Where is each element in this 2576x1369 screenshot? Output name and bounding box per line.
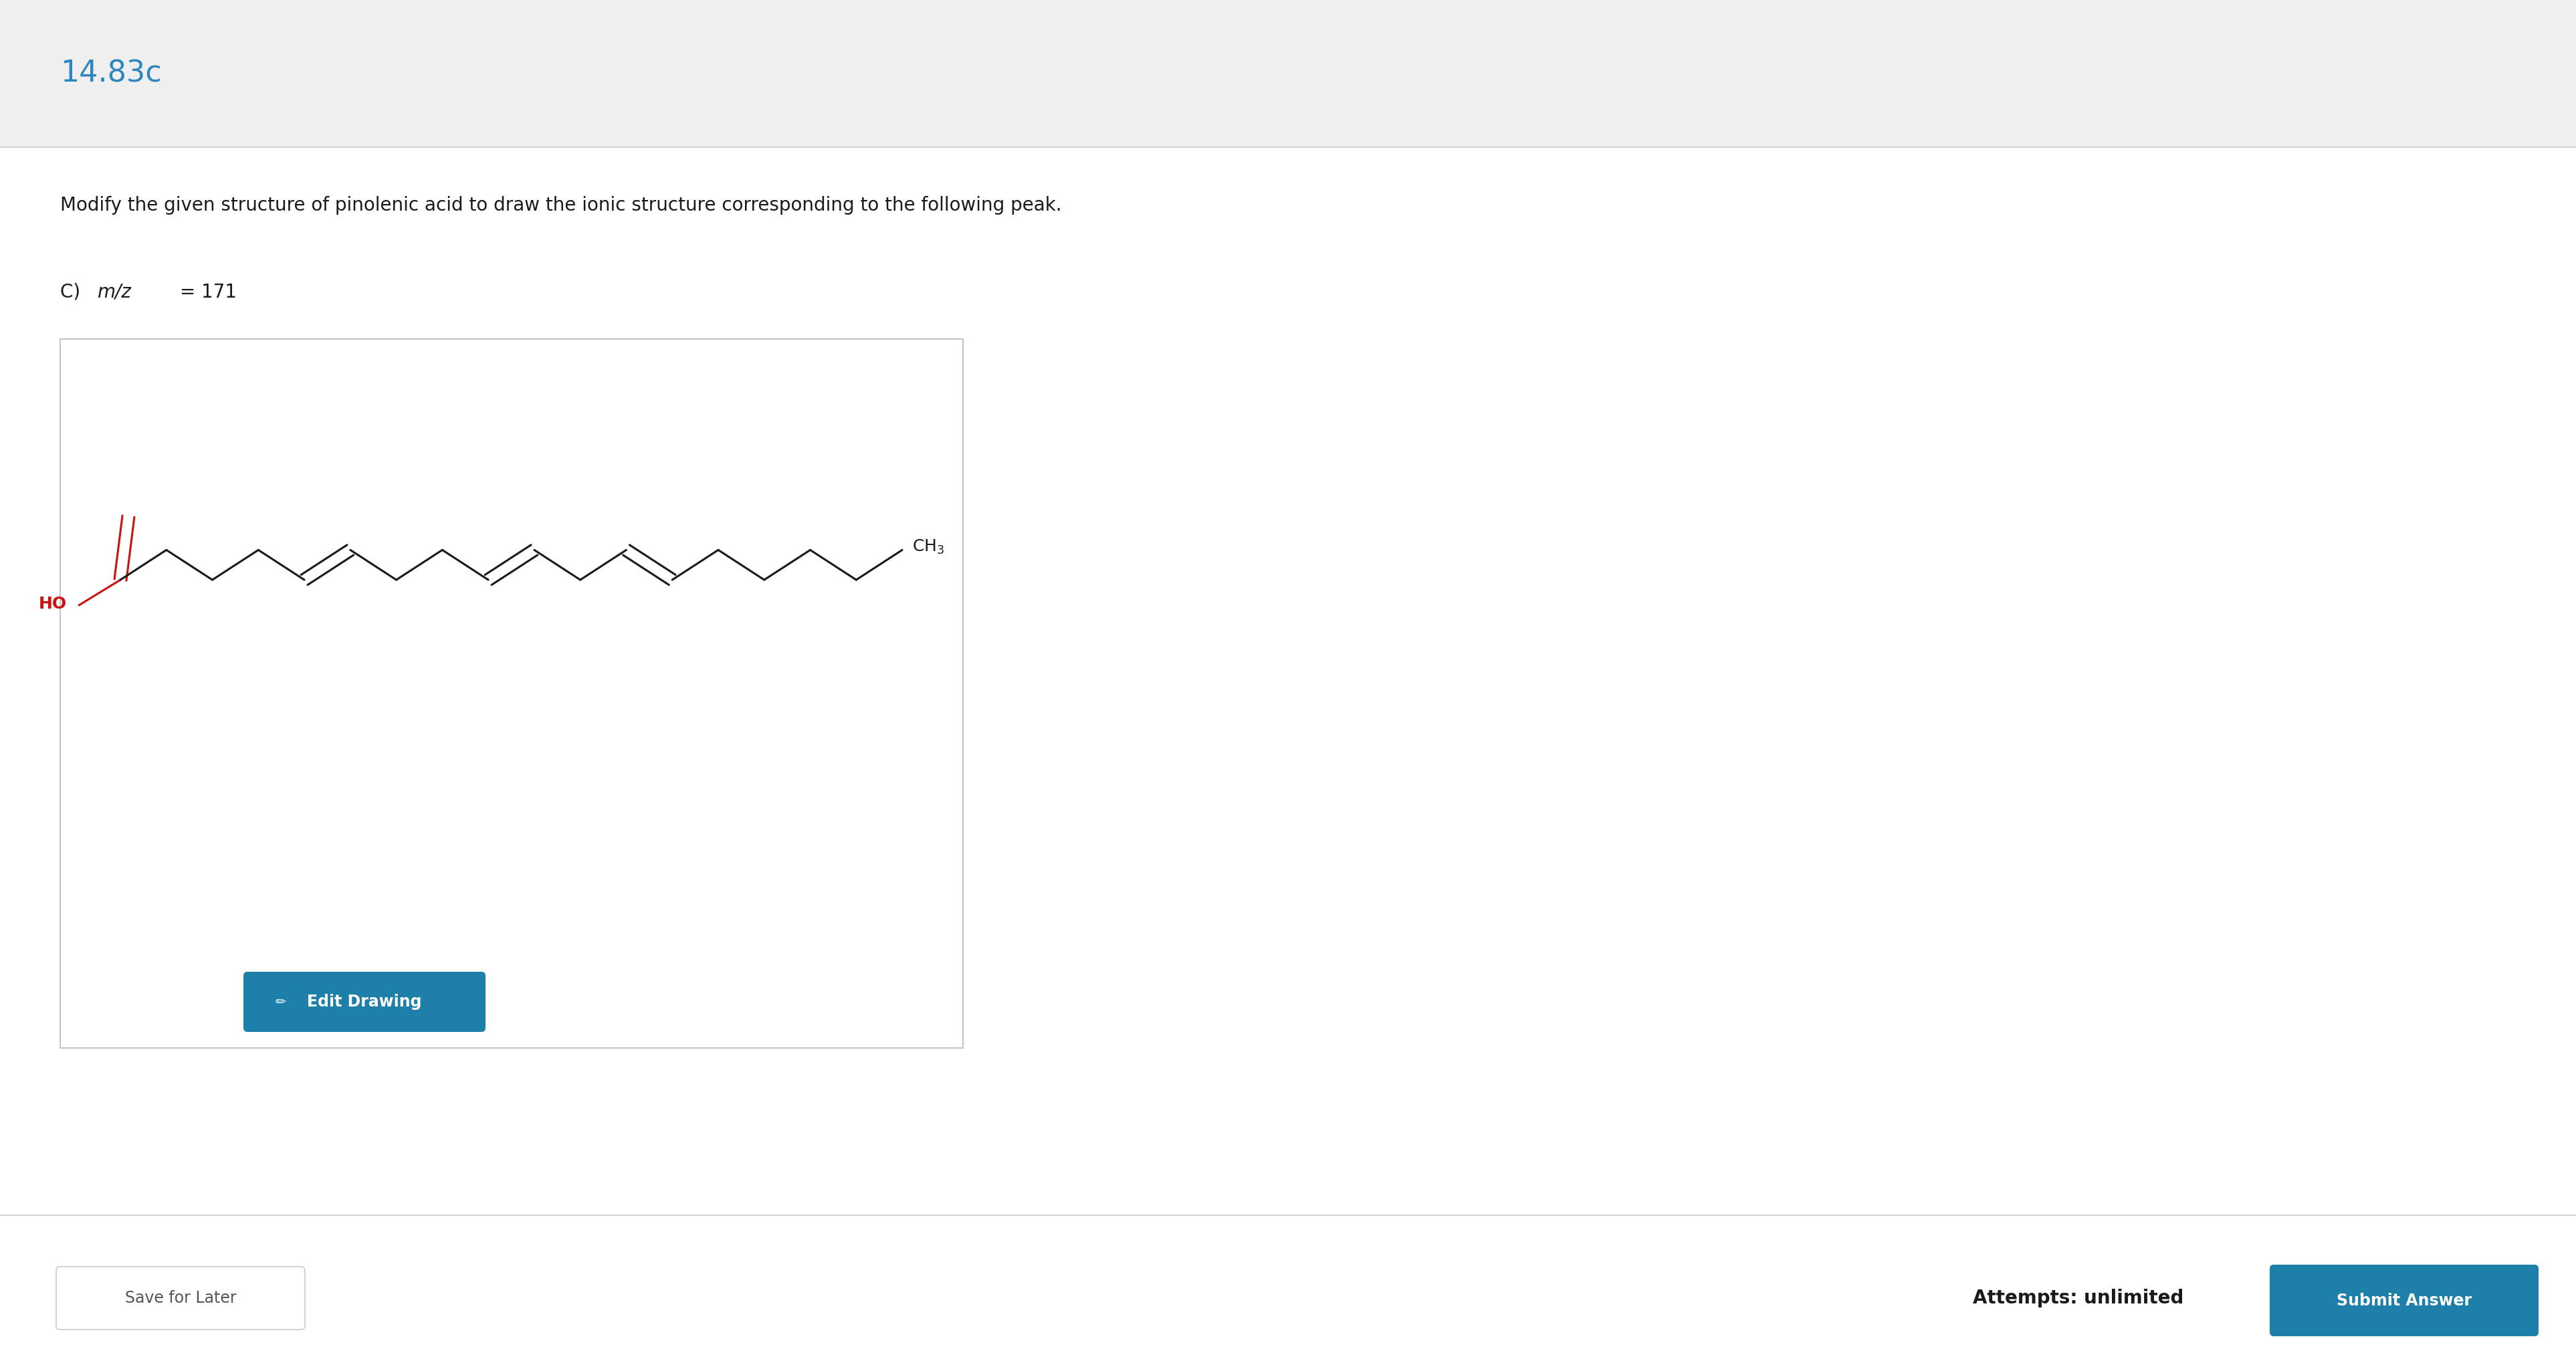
FancyBboxPatch shape bbox=[57, 1266, 304, 1329]
FancyBboxPatch shape bbox=[242, 972, 484, 1032]
Text: 14.83c: 14.83c bbox=[59, 59, 162, 88]
FancyBboxPatch shape bbox=[2269, 1265, 2537, 1336]
Text: m/z: m/z bbox=[98, 283, 131, 301]
Text: ✏: ✏ bbox=[276, 995, 286, 1008]
Text: Modify the given structure of pinolenic acid to draw the ionic structure corresp: Modify the given structure of pinolenic … bbox=[59, 196, 1061, 215]
Text: Submit Answer: Submit Answer bbox=[2336, 1292, 2473, 1309]
Text: CH$_3$: CH$_3$ bbox=[912, 538, 945, 556]
Text: Save for Later: Save for Later bbox=[124, 1290, 237, 1306]
Text: = 171: = 171 bbox=[173, 283, 237, 301]
Text: Attempts: unlimited: Attempts: unlimited bbox=[1973, 1288, 2184, 1307]
FancyBboxPatch shape bbox=[0, 0, 2576, 146]
Text: HO: HO bbox=[39, 596, 67, 612]
FancyBboxPatch shape bbox=[59, 340, 963, 1049]
Text: C): C) bbox=[59, 283, 85, 301]
Text: Edit Drawing: Edit Drawing bbox=[307, 994, 422, 1010]
